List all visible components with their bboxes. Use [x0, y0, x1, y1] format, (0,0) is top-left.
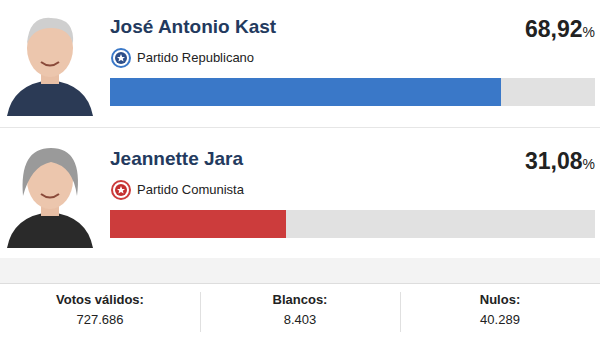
portrait	[5, 138, 95, 248]
party-icon	[111, 48, 131, 68]
candidate-name: Jeannette Jara	[110, 148, 243, 170]
portrait	[5, 6, 95, 116]
divider	[200, 292, 201, 332]
divider	[400, 292, 401, 332]
footer-label: Votos válidos:	[0, 292, 200, 307]
bar	[110, 210, 286, 238]
separator	[0, 283, 600, 284]
data-label: 31,08%	[395, 148, 595, 175]
bar-track	[110, 210, 595, 238]
candidate-name: José Antonio Kast	[110, 16, 276, 38]
data-label: 68,92%	[395, 16, 595, 43]
party-icon	[111, 180, 131, 200]
footer-label: Blancos:	[200, 292, 400, 307]
party-name: Partido Republicano	[137, 50, 254, 65]
footer-value: 40.289	[400, 312, 600, 327]
footer-label: Nulos:	[400, 292, 600, 307]
party-name: Partido Comunista	[137, 182, 244, 197]
separator	[0, 127, 600, 128]
footer-value: 727.686	[0, 312, 200, 327]
band	[0, 258, 600, 284]
footer-value: 8.403	[200, 312, 400, 327]
bar	[110, 78, 501, 106]
bar-track	[110, 78, 595, 106]
